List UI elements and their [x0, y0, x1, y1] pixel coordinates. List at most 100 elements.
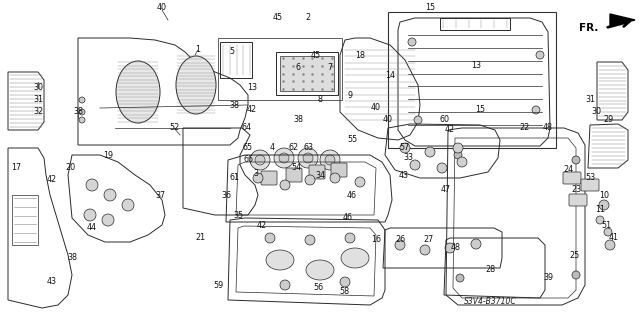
Text: 15: 15 [425, 4, 435, 12]
Ellipse shape [116, 61, 160, 123]
Circle shape [325, 155, 335, 165]
FancyBboxPatch shape [286, 168, 302, 182]
Text: 44: 44 [87, 224, 97, 233]
Circle shape [79, 97, 85, 103]
Text: 45: 45 [311, 50, 321, 60]
Text: 26: 26 [395, 235, 405, 244]
Circle shape [280, 280, 290, 290]
Circle shape [572, 271, 580, 279]
Text: 39: 39 [543, 273, 553, 283]
Circle shape [265, 233, 275, 243]
Text: 54: 54 [291, 164, 301, 173]
Circle shape [410, 160, 420, 170]
Circle shape [102, 214, 114, 226]
Text: 42: 42 [445, 125, 455, 135]
Circle shape [471, 239, 481, 249]
Circle shape [303, 153, 313, 163]
Text: 65: 65 [243, 144, 253, 152]
Text: 31: 31 [585, 95, 595, 105]
Text: 14: 14 [385, 70, 395, 79]
Circle shape [425, 147, 435, 157]
Text: 34: 34 [315, 170, 325, 180]
Text: 51: 51 [601, 220, 611, 229]
FancyBboxPatch shape [261, 171, 277, 185]
Text: 38: 38 [229, 100, 239, 109]
Text: 55: 55 [347, 136, 357, 145]
Polygon shape [610, 14, 635, 26]
Text: 38: 38 [67, 254, 77, 263]
Text: 30: 30 [33, 84, 43, 93]
Circle shape [86, 179, 98, 191]
Circle shape [604, 228, 612, 236]
Text: FR.: FR. [579, 23, 598, 33]
Text: 27: 27 [423, 235, 433, 244]
Circle shape [420, 245, 430, 255]
Text: 47: 47 [441, 186, 451, 195]
Text: 20: 20 [65, 164, 75, 173]
Text: 22: 22 [520, 123, 530, 132]
FancyBboxPatch shape [581, 179, 599, 191]
Circle shape [456, 274, 464, 282]
Text: 10: 10 [599, 190, 609, 199]
FancyBboxPatch shape [331, 163, 347, 177]
Text: 7: 7 [328, 63, 333, 72]
Circle shape [445, 243, 455, 253]
Text: 30: 30 [591, 108, 601, 116]
Circle shape [330, 173, 340, 183]
Circle shape [454, 151, 462, 159]
Circle shape [395, 240, 405, 250]
FancyBboxPatch shape [309, 165, 325, 179]
Text: 35: 35 [233, 211, 243, 219]
Text: 43: 43 [47, 278, 57, 286]
Text: 53: 53 [585, 174, 595, 182]
Text: 40: 40 [157, 4, 167, 12]
Text: 32: 32 [33, 108, 43, 116]
Circle shape [437, 163, 447, 173]
Text: 60: 60 [439, 115, 449, 124]
Text: 59: 59 [213, 280, 223, 290]
Circle shape [453, 143, 463, 153]
Text: 41: 41 [609, 234, 619, 242]
Ellipse shape [306, 260, 334, 280]
Text: 3: 3 [253, 168, 259, 177]
Text: 58: 58 [339, 287, 349, 296]
Circle shape [253, 173, 263, 183]
Text: 36: 36 [221, 190, 231, 199]
Circle shape [280, 180, 290, 190]
Circle shape [305, 235, 315, 245]
Text: 31: 31 [33, 95, 43, 105]
Text: 42: 42 [257, 220, 267, 229]
Text: 28: 28 [485, 265, 495, 275]
Ellipse shape [176, 56, 216, 114]
Circle shape [279, 153, 289, 163]
Circle shape [400, 143, 410, 153]
Circle shape [536, 51, 544, 59]
Text: 38: 38 [73, 108, 83, 116]
Circle shape [84, 209, 96, 221]
Text: 16: 16 [371, 235, 381, 244]
Text: 23: 23 [571, 186, 581, 195]
Text: 61: 61 [229, 174, 239, 182]
Polygon shape [280, 56, 334, 91]
Circle shape [274, 148, 294, 168]
Circle shape [340, 277, 350, 287]
Text: 56: 56 [313, 284, 323, 293]
Text: 29: 29 [603, 115, 613, 124]
Circle shape [79, 109, 85, 115]
Circle shape [320, 150, 340, 170]
Text: 40: 40 [383, 115, 393, 124]
Circle shape [599, 200, 609, 210]
Circle shape [298, 148, 318, 168]
Ellipse shape [341, 248, 369, 268]
Text: 66: 66 [243, 155, 253, 165]
Text: 46: 46 [347, 190, 357, 199]
Text: 52: 52 [169, 123, 179, 132]
Text: 64: 64 [241, 123, 251, 132]
FancyBboxPatch shape [563, 172, 581, 184]
Circle shape [104, 189, 116, 201]
Text: 24: 24 [563, 166, 573, 174]
Circle shape [457, 157, 467, 167]
Circle shape [305, 175, 315, 185]
Text: 17: 17 [11, 164, 21, 173]
Text: 13: 13 [247, 84, 257, 93]
